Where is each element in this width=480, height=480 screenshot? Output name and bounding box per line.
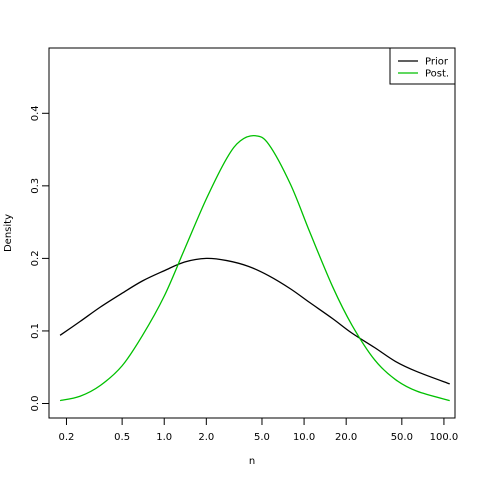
y-axis: 0.0 0.1 0.2 0.3 0.4: [30, 105, 50, 412]
x-tick-label: 100.0: [430, 432, 459, 443]
x-tick-label: 5.0: [254, 432, 270, 443]
series-layer: [59, 135, 450, 402]
x-tick-label: 0.5: [114, 432, 130, 443]
y-axis-title: Density: [3, 214, 14, 252]
legend-label: Post.: [425, 69, 449, 80]
y-tick-label: 0.3: [30, 178, 41, 194]
y-tick-label: 0.4: [30, 105, 41, 121]
x-tick-label: 50.0: [391, 432, 413, 443]
series-line-posterior: [59, 135, 450, 402]
y-tick-label: 0.2: [30, 250, 41, 266]
x-tick-label: 20.0: [335, 432, 357, 443]
y-tick-label: 0.1: [30, 323, 41, 339]
x-tick-label: 0.2: [59, 432, 75, 443]
x-tick-label: 2.0: [198, 432, 214, 443]
y-tick-label: 0.0: [30, 396, 41, 412]
legend-label: Prior: [425, 57, 449, 68]
x-tick-label: 10.0: [293, 432, 315, 443]
x-axis: 0.2 0.5 1.0 2.0 5.0 10.0 20.0 50.0 100.0: [59, 417, 459, 443]
legend-box: [389, 47, 456, 85]
x-axis-title: n: [249, 456, 255, 467]
x-tick-label: 1.0: [156, 432, 172, 443]
series-line-prior: [59, 257, 450, 385]
